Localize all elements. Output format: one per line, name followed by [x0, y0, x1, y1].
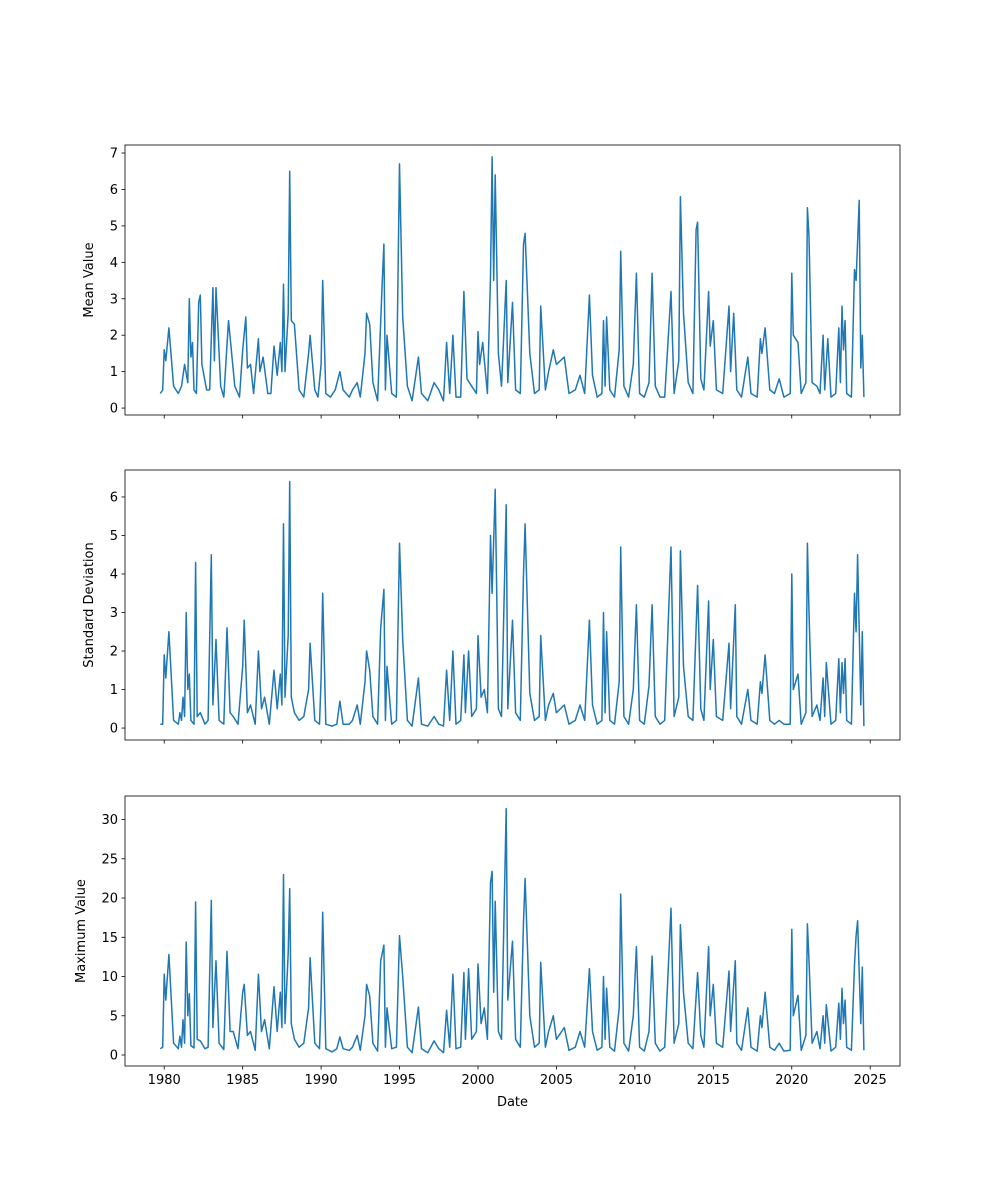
x-tick-label: 2000 [461, 1073, 494, 1088]
x-tick-label: 1990 [305, 1073, 338, 1088]
y-tick-label: 5 [110, 529, 118, 544]
y-tick-label: 4 [110, 567, 118, 582]
x-tick-label: 2025 [854, 1073, 887, 1088]
y-tick-label: 0 [110, 402, 118, 417]
y-tick-label: 6 [110, 183, 118, 198]
x-tick-label: 1980 [148, 1073, 181, 1088]
y-tick-label: 20 [101, 892, 118, 907]
y-tick-label: 2 [110, 329, 118, 344]
axes-frame [124, 795, 901, 1067]
y-tick-label: 5 [110, 1009, 118, 1024]
y-tick-label: 1 [110, 683, 118, 698]
y-axis-label: Standard Deviation [82, 542, 97, 667]
axes-frame [124, 469, 901, 741]
series-line [159, 807, 865, 1054]
subplot-2: 0 1 2 3 4 5 6 Standard Deviation [82, 469, 901, 744]
y-tick-label: 3 [110, 606, 118, 621]
y-tick-label: 0 [110, 722, 118, 737]
axes-frame [124, 144, 901, 416]
y-tick-label: 1 [110, 365, 118, 380]
x-tick-label: 1985 [226, 1073, 259, 1088]
x-tick-label: 2015 [697, 1073, 730, 1088]
x-tick-label: 1995 [383, 1073, 416, 1088]
y-tick-label: 3 [110, 292, 118, 307]
y-tick-label: 5 [110, 219, 118, 234]
y-tick-label: 2 [110, 645, 118, 660]
x-tick-label: 2005 [540, 1073, 573, 1088]
y-tick-label: 15 [101, 931, 118, 946]
subplot-1: 0 1 2 3 4 5 6 7 Mean Value [82, 144, 901, 419]
x-tick-label: 2010 [618, 1073, 651, 1088]
y-tick-label: 10 [101, 970, 118, 985]
series-line [159, 155, 865, 402]
y-tick-label: 0 [110, 1049, 118, 1064]
x-tick-label: 2020 [775, 1073, 808, 1088]
y-axis-label: Maximum Value [74, 879, 89, 983]
y-tick-label: 25 [101, 852, 118, 867]
y-tick-label: 4 [110, 256, 118, 271]
series-line [160, 480, 865, 727]
y-tick-label: 7 [110, 147, 118, 162]
y-axis-label: Mean Value [82, 242, 97, 317]
x-axis-label: Date [497, 1095, 528, 1110]
y-tick-label: 6 [110, 490, 118, 505]
y-tick-label: 30 [101, 813, 118, 828]
